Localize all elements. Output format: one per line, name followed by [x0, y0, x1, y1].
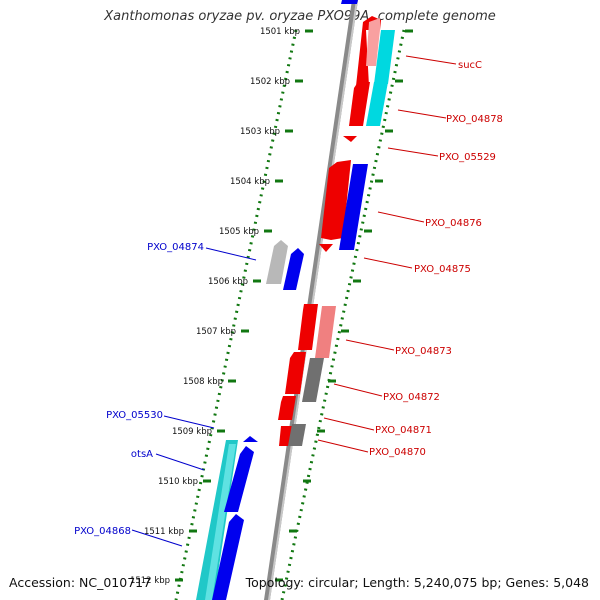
- tick-label: 1510 kbp: [158, 477, 198, 487]
- gene-label-left[interactable]: PXO_05530: [106, 410, 163, 421]
- tick-label: 1503 kbp: [240, 127, 280, 137]
- tick-label: 1501 kbp: [260, 27, 300, 37]
- gene-PXO_04875-arrow: [319, 244, 333, 252]
- gene-PXO_04874-gray: [266, 240, 288, 284]
- gene-label-right[interactable]: PXO_04878: [446, 114, 503, 125]
- tick-label: 1511 kbp: [144, 527, 184, 537]
- accession-text: Accession: NC_010717: [9, 575, 152, 590]
- gene-PXO_05529: [343, 136, 357, 142]
- gene-label-right[interactable]: sucC: [458, 60, 482, 71]
- gene-otsA-cyan-light: [205, 444, 236, 600]
- left-leader-lines: [131, 247, 257, 547]
- gene-label-right[interactable]: PXO_04872: [383, 392, 440, 403]
- tick-label: 1504 kbp: [230, 177, 270, 187]
- gene-label-left[interactable]: PXO_04868: [74, 526, 131, 537]
- backbone-highlight: [268, 0, 358, 600]
- tick-label: 1512 kbp: [130, 576, 170, 586]
- gene-PXO_04872-gray: [302, 358, 324, 402]
- gene-PXO_04872: [285, 352, 306, 394]
- gene-sucC-pink: [366, 18, 380, 66]
- gene-label-left[interactable]: otsA: [131, 449, 153, 460]
- gene-PXO_04873: [298, 304, 318, 350]
- tick-label: 1507 kbp: [196, 327, 236, 337]
- gene-label-right[interactable]: PXO_04876: [425, 218, 482, 229]
- gene-PXO_04870: [288, 424, 306, 446]
- tick-label: 1505 kbp: [219, 227, 259, 237]
- gene-label-left[interactable]: PXO_04874: [147, 242, 204, 253]
- gene-PXO_05530: [243, 436, 258, 442]
- gene-PXO_04878-cyan: [366, 82, 388, 126]
- gene-label-right[interactable]: PXO_04875: [414, 264, 471, 275]
- tick-marks: 1501 kbp 1502 kbp 1503 kbp 1504 kbp 1505 kbp…: [130, 27, 413, 586]
- gene-PXO_04873-pink: [315, 306, 336, 358]
- gene-PXO_04874: [283, 248, 304, 290]
- tick-label: 1509 kbp: [172, 427, 212, 437]
- tick-label: 1508 kbp: [183, 377, 223, 387]
- gene-PXO_04871-small: [279, 426, 292, 446]
- gene-label-right[interactable]: PXO_04870: [369, 447, 426, 458]
- gene-PXO_04876: [321, 160, 351, 240]
- right-leader-lines: [317, 55, 457, 453]
- gene-top-partial: [341, 0, 358, 4]
- gene-label-right[interactable]: PXO_05529: [439, 152, 496, 163]
- gene-sucC: [356, 16, 381, 86]
- gene-labels: sucC PXO_04878 PXO_05529 PXO_04876 PXO_04875…: [74, 60, 503, 537]
- map-title: Xanthomonas oryzae pv. oryzae PXO99A, co…: [104, 9, 496, 24]
- right-tick-axis: [280, 29, 406, 600]
- gene-PXO_04876-blue: [339, 164, 368, 250]
- tick-label: 1502 kbp: [250, 77, 290, 87]
- tick-label: 1506 kbp: [208, 277, 248, 287]
- gene-sucC-cyan: [374, 30, 395, 84]
- gene-PXO_04868: [212, 514, 244, 600]
- genome-summary-text: Topology: circular; Length: 5,240,075 bp…: [245, 575, 589, 590]
- gene-label-right[interactable]: PXO_04873: [395, 346, 452, 357]
- gene-PXO_04871: [278, 396, 296, 420]
- gene-label-right[interactable]: PXO_04871: [375, 425, 432, 436]
- gene-otsA: [224, 446, 254, 512]
- gene-PXO_04878: [349, 82, 370, 126]
